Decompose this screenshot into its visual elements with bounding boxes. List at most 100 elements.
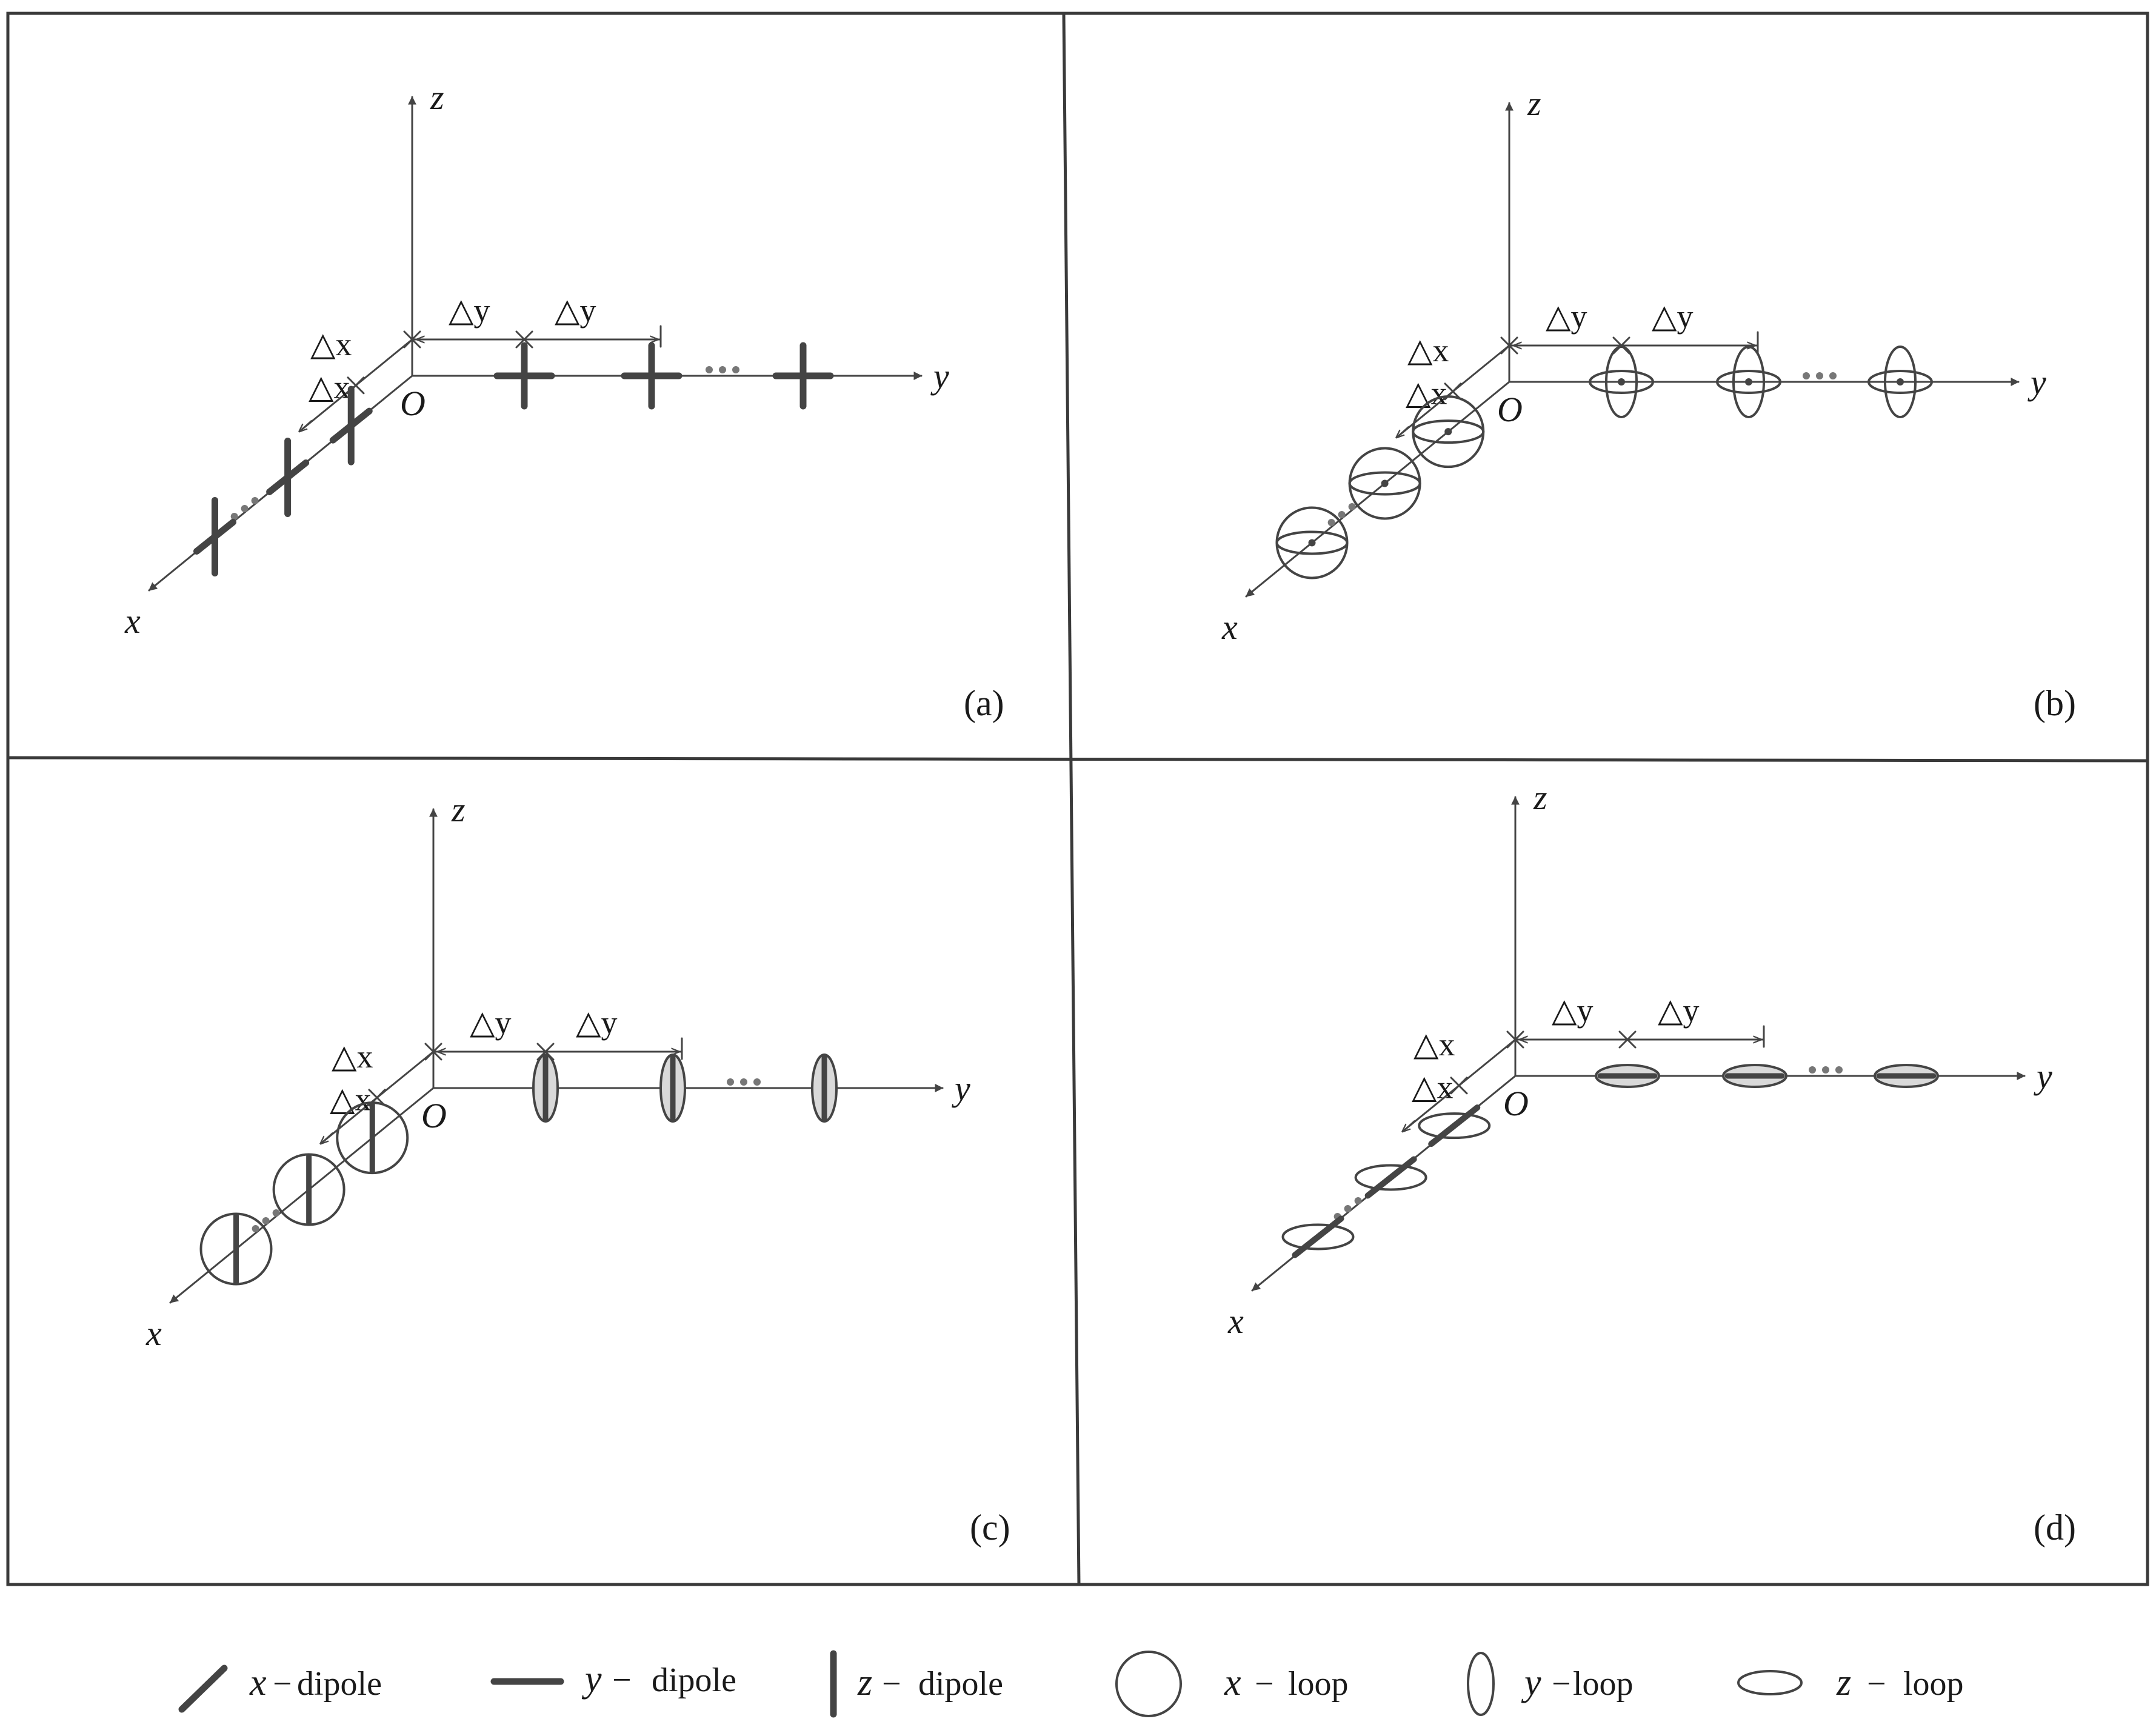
panel-d: z y x O △y △y △x △x bbox=[1227, 778, 2052, 1341]
dy-label: △y bbox=[449, 292, 490, 329]
legend-item-x-loop: x − loop bbox=[1115, 1651, 1349, 1717]
dx-label: △x bbox=[1412, 1069, 1453, 1106]
grid-tick-mark bbox=[515, 330, 533, 349]
legend-var: x bbox=[249, 1662, 267, 1703]
ellipsis-dot bbox=[727, 1078, 734, 1086]
ellipsis-dot bbox=[272, 1209, 280, 1217]
dy-label: △y bbox=[1658, 992, 1700, 1029]
ellipsis-dot bbox=[1803, 372, 1810, 379]
ellipsis-dot bbox=[719, 366, 726, 373]
ellipsis-dot bbox=[1835, 1066, 1843, 1074]
panels: z y x O △y △y △x △x z y x O △y △y △x △x z y x O △y △y △x △x z y x O… bbox=[124, 78, 2052, 1353]
panel-label-c: (c) bbox=[970, 1508, 1010, 1548]
loop-center-dot bbox=[1897, 378, 1904, 386]
z-loop bbox=[1589, 370, 1654, 394]
x-axis bbox=[1245, 381, 1510, 598]
legend-item-y-dipole: y − dipole bbox=[490, 1658, 736, 1700]
legend-item-y-loop: y − loop bbox=[1467, 1652, 1634, 1716]
ellipsis-dot bbox=[732, 366, 739, 373]
dx-label: △x bbox=[1406, 375, 1447, 412]
legend-sep: − bbox=[1867, 1665, 1886, 1703]
z-loop bbox=[1867, 370, 1933, 394]
ellipsis-dot bbox=[262, 1217, 270, 1225]
z-loop bbox=[1354, 1164, 1427, 1191]
legend-var: z bbox=[857, 1662, 872, 1703]
z-loop bbox=[1348, 471, 1421, 496]
ellipsis-dot bbox=[1348, 503, 1356, 511]
ellipsis-dot bbox=[241, 505, 249, 513]
z-loop bbox=[1275, 530, 1349, 555]
x-axis bbox=[169, 1087, 435, 1304]
origin-label: O bbox=[1497, 390, 1523, 429]
z-axis-label: z bbox=[1527, 84, 1541, 123]
y-axis-label: y bbox=[2034, 1057, 2052, 1096]
z-loop bbox=[1418, 1112, 1491, 1140]
loop-center-dot bbox=[1618, 378, 1625, 386]
z-loop-icon bbox=[1737, 1670, 1803, 1695]
dx-arrow bbox=[1397, 426, 1409, 438]
legend-sep: − bbox=[612, 1661, 632, 1699]
loop-center-dot bbox=[1308, 539, 1316, 547]
legend-item-z-dipole: z − dipole bbox=[830, 1650, 1003, 1718]
loop-center-dot bbox=[1745, 378, 1752, 386]
legend-var: x bbox=[1224, 1662, 1241, 1703]
ellipsis-dot bbox=[230, 513, 238, 521]
dx-label: △x bbox=[330, 1081, 372, 1118]
dx-label: △x bbox=[1413, 1026, 1455, 1063]
grid-tick-mark bbox=[1450, 1077, 1468, 1095]
loop-center-dot bbox=[1444, 428, 1452, 436]
dx-label: △x bbox=[1407, 332, 1449, 369]
dy-label: △y bbox=[470, 1004, 512, 1041]
ellipsis-dot bbox=[740, 1078, 747, 1086]
y-axis-label: y bbox=[952, 1069, 970, 1108]
z-axis-label: z bbox=[451, 790, 466, 829]
legend-sep: − bbox=[273, 1665, 292, 1703]
dx-label: △x bbox=[309, 369, 350, 406]
dx-arrow bbox=[321, 1132, 333, 1144]
x-axis-label: x bbox=[1221, 607, 1238, 647]
ellipsis-dot bbox=[1338, 511, 1346, 519]
legend-var: z bbox=[1836, 1662, 1851, 1703]
x-dipole-icon bbox=[178, 1665, 228, 1713]
ellipsis-dot bbox=[1809, 1066, 1816, 1074]
x-loop-icon bbox=[1115, 1651, 1182, 1717]
panel-frame bbox=[6, 12, 2149, 1586]
panel-label-d: (d) bbox=[2034, 1508, 2076, 1548]
panel-a: z y x O △y △y △x △x bbox=[124, 78, 949, 641]
z-loop bbox=[1412, 419, 1485, 444]
z-loop bbox=[1281, 1223, 1355, 1250]
origin-label: O bbox=[1503, 1084, 1529, 1123]
panel-b: z y x O △y △y △x △x bbox=[1221, 84, 2046, 647]
y-loop-icon bbox=[1467, 1652, 1495, 1716]
ellipsis-dot bbox=[1327, 519, 1335, 527]
legend-sep: − bbox=[1255, 1665, 1274, 1703]
horizontal-divider bbox=[7, 756, 2148, 763]
dy-label: △y bbox=[576, 1004, 618, 1041]
origin-label: O bbox=[421, 1096, 447, 1135]
legend-text: dipole bbox=[652, 1661, 736, 1699]
legend-sep: − bbox=[1552, 1665, 1571, 1703]
legend-text: loop bbox=[1903, 1665, 1964, 1703]
ellipsis-dot bbox=[252, 1225, 259, 1233]
y-loop bbox=[1884, 346, 1917, 418]
legend-item-z-loop: z − loop bbox=[1737, 1662, 1964, 1703]
dy-label: △y bbox=[1652, 298, 1694, 335]
vertical-divider bbox=[1062, 13, 1081, 1585]
dx-arrow bbox=[299, 419, 312, 432]
dy-label: △y bbox=[555, 292, 596, 329]
origin-label: O bbox=[400, 384, 426, 423]
ellipsis-dot bbox=[706, 366, 713, 373]
x-dipole bbox=[1364, 1156, 1417, 1199]
dx-label: △x bbox=[310, 326, 352, 362]
ellipsis-dot bbox=[251, 497, 259, 505]
ellipsis-dot bbox=[1816, 372, 1823, 379]
legend-var: y bbox=[581, 1658, 602, 1700]
x-dipole bbox=[1292, 1215, 1344, 1258]
ellipsis-dot bbox=[1829, 372, 1837, 379]
dx-label: △x bbox=[332, 1038, 373, 1075]
legend-text: dipole bbox=[297, 1665, 382, 1703]
legend: x − dipole y − dipole z − dipole x − loo… bbox=[178, 1650, 1964, 1718]
dy-label: △y bbox=[1546, 298, 1587, 335]
x-axis-label: x bbox=[145, 1314, 162, 1353]
